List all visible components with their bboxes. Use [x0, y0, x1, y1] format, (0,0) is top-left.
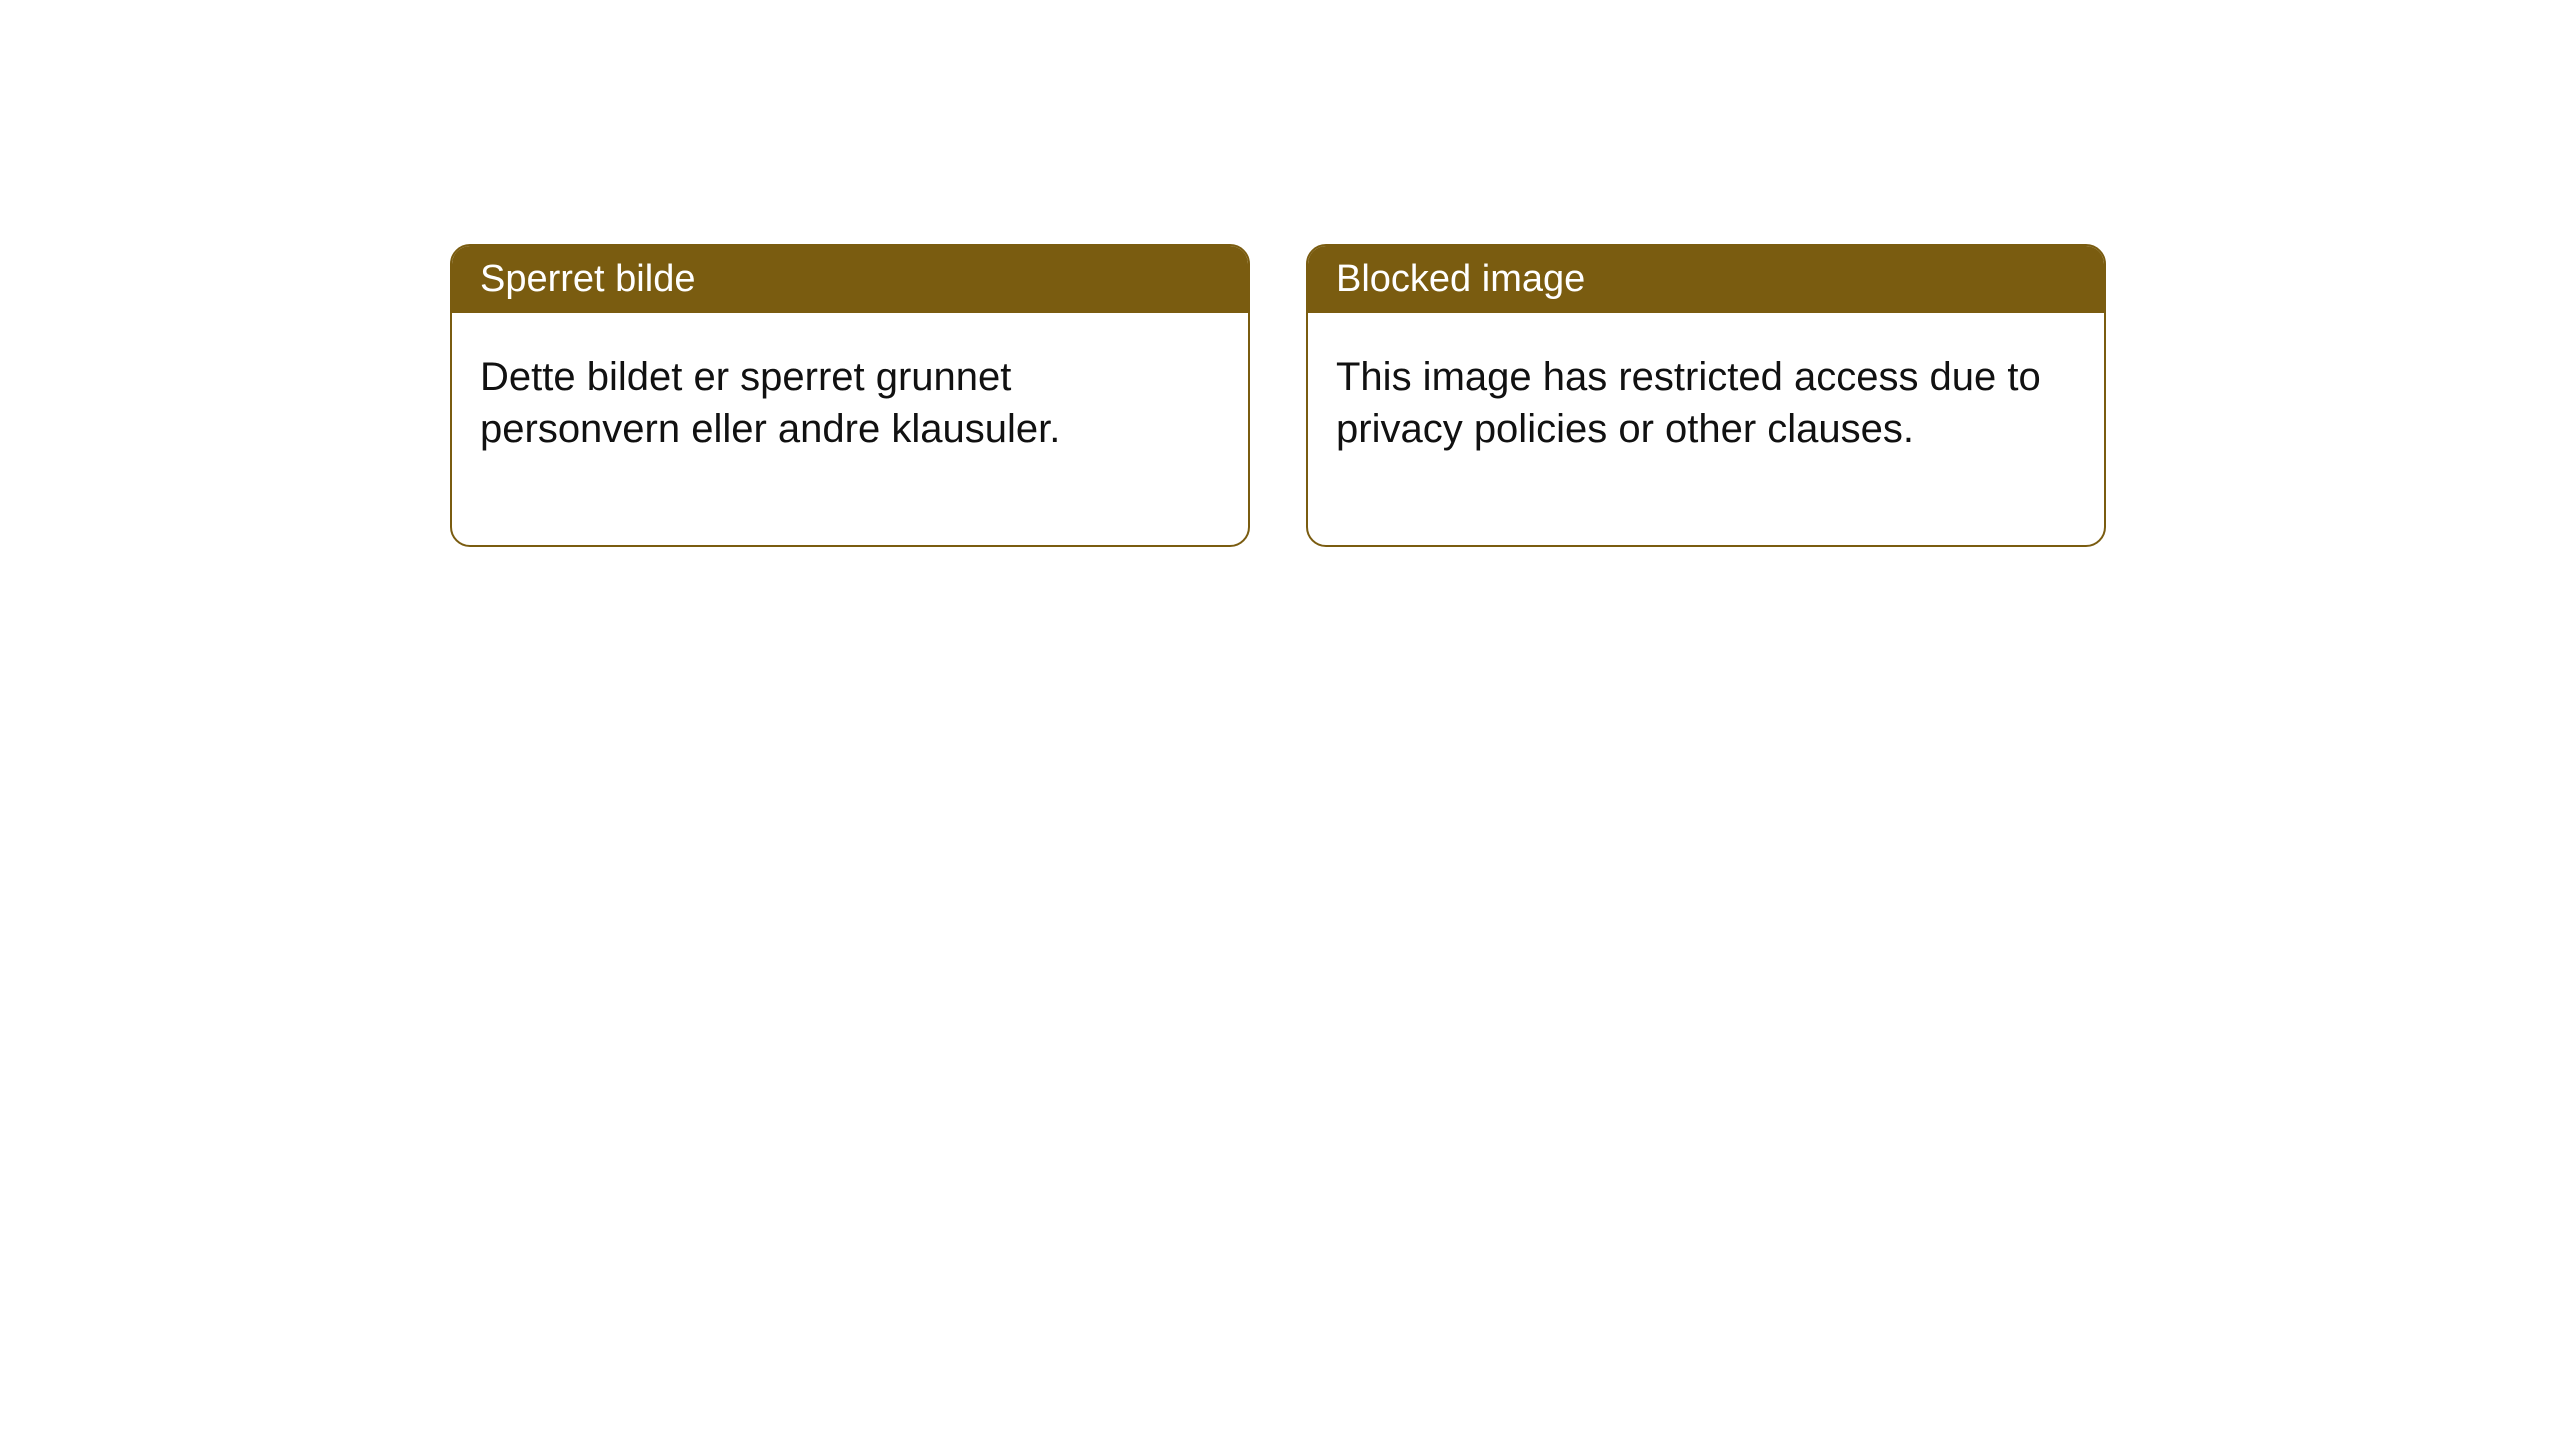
card-header: Sperret bilde	[452, 246, 1248, 313]
card-title: Sperret bilde	[480, 258, 695, 300]
card-body-text: Dette bildet er sperret grunnet personve…	[480, 355, 1060, 451]
blocked-image-card-no: Sperret bilde Dette bildet er sperret gr…	[450, 244, 1250, 547]
cards-container: Sperret bilde Dette bildet er sperret gr…	[450, 244, 2106, 547]
card-body-text: This image has restricted access due to …	[1336, 355, 2041, 451]
card-title: Blocked image	[1336, 258, 1585, 300]
card-body: This image has restricted access due to …	[1308, 313, 2104, 545]
card-body: Dette bildet er sperret grunnet personve…	[452, 313, 1248, 545]
blocked-image-card-en: Blocked image This image has restricted …	[1306, 244, 2106, 547]
card-header: Blocked image	[1308, 246, 2104, 313]
